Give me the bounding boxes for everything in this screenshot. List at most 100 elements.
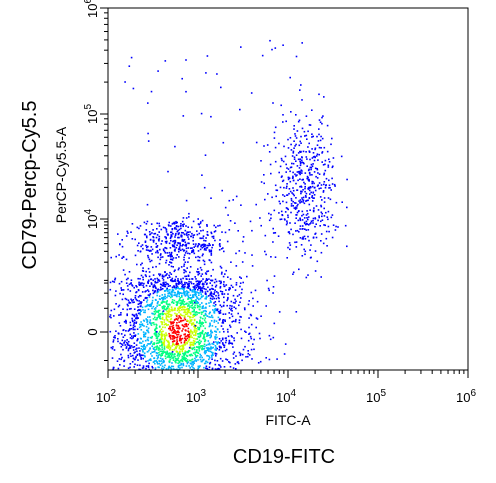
event-point xyxy=(156,277,159,280)
event-point xyxy=(156,345,158,347)
event-point xyxy=(179,364,181,367)
event-point xyxy=(214,368,217,370)
event-point xyxy=(200,289,203,292)
event-point xyxy=(202,282,204,285)
event-point xyxy=(274,47,277,49)
event-point xyxy=(240,328,242,331)
event-point xyxy=(182,328,184,330)
event-point xyxy=(187,311,190,313)
event-point xyxy=(214,239,216,242)
event-point xyxy=(155,311,157,313)
event-point xyxy=(185,313,188,316)
event-point xyxy=(322,242,325,245)
event-point xyxy=(213,310,215,312)
event-point xyxy=(322,191,325,193)
event-point xyxy=(180,266,183,268)
event-point xyxy=(155,326,158,328)
event-point xyxy=(162,326,164,328)
event-point xyxy=(235,265,238,267)
event-point xyxy=(199,365,201,367)
event-point xyxy=(178,311,180,314)
event-point xyxy=(184,351,187,354)
event-point xyxy=(164,227,167,229)
event-point xyxy=(219,364,221,367)
event-point xyxy=(209,343,211,346)
event-point xyxy=(183,254,186,256)
event-point xyxy=(325,230,328,233)
event-point xyxy=(180,306,182,308)
event-point xyxy=(280,218,283,220)
event-point xyxy=(147,249,149,252)
event-point xyxy=(223,293,226,295)
event-point xyxy=(132,346,134,349)
event-point xyxy=(199,281,201,284)
event-point xyxy=(168,308,171,310)
event-point xyxy=(346,206,348,209)
event-point xyxy=(153,360,155,363)
event-point xyxy=(204,332,207,334)
event-point xyxy=(194,326,196,329)
event-point xyxy=(160,338,163,340)
event-point xyxy=(189,266,192,268)
event-point xyxy=(162,352,164,355)
event-point xyxy=(235,368,237,370)
event-point xyxy=(159,364,162,366)
event-point xyxy=(200,317,202,319)
event-point xyxy=(172,327,174,329)
event-point xyxy=(147,350,149,353)
event-point xyxy=(206,55,209,57)
event-point xyxy=(220,305,223,308)
outer-x-axis-title: CD19-FITC xyxy=(233,446,335,468)
event-point xyxy=(293,140,295,142)
event-point xyxy=(206,231,209,233)
event-point xyxy=(197,341,200,344)
event-point xyxy=(137,333,140,335)
event-point xyxy=(196,354,199,357)
event-point xyxy=(292,162,295,165)
event-point xyxy=(160,228,163,231)
event-point xyxy=(176,293,178,296)
event-point xyxy=(187,226,189,228)
event-point xyxy=(182,224,184,226)
event-point xyxy=(168,360,171,362)
y-tick-label: 0 xyxy=(85,328,100,335)
event-point xyxy=(169,353,171,356)
event-point xyxy=(325,177,328,180)
event-point xyxy=(150,324,153,326)
event-point xyxy=(315,223,317,225)
event-point xyxy=(270,213,272,216)
event-point xyxy=(157,256,159,259)
event-point xyxy=(312,209,315,212)
event-point xyxy=(210,354,213,357)
event-point xyxy=(151,299,154,302)
event-point xyxy=(109,288,112,291)
event-point xyxy=(170,291,173,293)
event-point xyxy=(268,358,271,361)
event-point xyxy=(317,159,319,161)
event-point xyxy=(252,297,254,300)
event-point xyxy=(229,278,232,280)
event-point xyxy=(295,207,298,209)
event-point xyxy=(181,319,183,322)
event-point xyxy=(189,332,191,334)
event-point xyxy=(319,121,322,123)
event-point xyxy=(167,367,170,370)
event-point xyxy=(183,223,185,225)
event-point xyxy=(178,306,181,308)
event-point xyxy=(312,135,314,138)
event-point xyxy=(219,309,222,312)
event-point xyxy=(178,346,181,348)
event-point xyxy=(265,305,267,307)
event-point xyxy=(158,314,160,317)
event-point xyxy=(253,338,255,341)
event-point xyxy=(193,306,195,308)
event-point xyxy=(140,301,143,303)
event-point xyxy=(148,250,151,252)
event-point xyxy=(237,312,239,315)
event-point xyxy=(169,253,171,256)
event-point xyxy=(109,315,111,318)
event-point xyxy=(210,333,212,335)
event-point xyxy=(299,171,302,174)
event-point xyxy=(307,216,310,218)
event-point xyxy=(167,233,169,236)
